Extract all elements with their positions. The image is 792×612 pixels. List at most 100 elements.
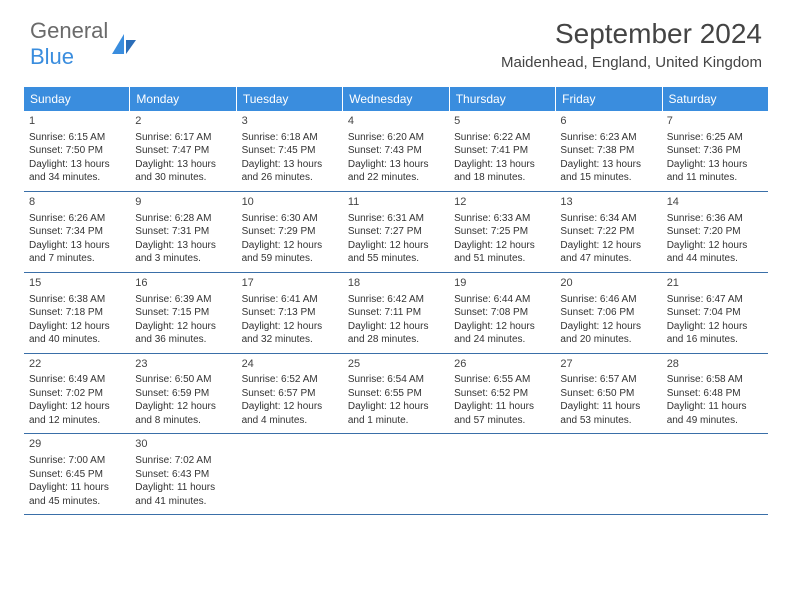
- sunset-line: Sunset: 7:31 PM: [135, 225, 231, 239]
- sunrise-line: Sunrise: 6:36 AM: [667, 212, 763, 226]
- calendar-day: 28Sunrise: 6:58 AMSunset: 6:48 PMDayligh…: [662, 354, 768, 434]
- calendar-day: 9Sunrise: 6:28 AMSunset: 7:31 PMDaylight…: [130, 192, 236, 272]
- sunrise-line: Sunrise: 6:33 AM: [454, 212, 550, 226]
- calendar-week: 8Sunrise: 6:26 AMSunset: 7:34 PMDaylight…: [24, 192, 768, 273]
- daylight-line: Daylight: 12 hours and 55 minutes.: [348, 239, 444, 266]
- sunrise-line: Sunrise: 6:26 AM: [29, 212, 125, 226]
- day-number: 19: [454, 276, 550, 291]
- daylight-line: Daylight: 13 hours and 30 minutes.: [135, 158, 231, 185]
- sunset-line: Sunset: 7:13 PM: [242, 306, 338, 320]
- sunrise-line: Sunrise: 6:54 AM: [348, 373, 444, 387]
- sunset-line: Sunset: 6:57 PM: [242, 387, 338, 401]
- sunrise-line: Sunrise: 6:44 AM: [454, 293, 550, 307]
- sunset-line: Sunset: 6:48 PM: [667, 387, 763, 401]
- sunrise-line: Sunrise: 6:52 AM: [242, 373, 338, 387]
- day-number: 28: [667, 357, 763, 372]
- calendar-day: 29Sunrise: 7:00 AMSunset: 6:45 PMDayligh…: [24, 434, 130, 514]
- day-number: 27: [560, 357, 656, 372]
- day-number: 18: [348, 276, 444, 291]
- sunrise-line: Sunrise: 6:25 AM: [667, 131, 763, 145]
- calendar: SundayMondayTuesdayWednesdayThursdayFrid…: [24, 87, 768, 515]
- day-number: 26: [454, 357, 550, 372]
- daylight-line: Daylight: 11 hours and 45 minutes.: [29, 481, 125, 508]
- calendar-day: 2Sunrise: 6:17 AMSunset: 7:47 PMDaylight…: [130, 111, 236, 191]
- sunset-line: Sunset: 7:29 PM: [242, 225, 338, 239]
- calendar-day: 5 Sunrise: 6:22 AMSunset: 7:41 PMDaylight…: [449, 111, 555, 191]
- day-number: 4: [348, 114, 444, 129]
- day-header: Saturday: [663, 87, 768, 111]
- sunset-line: Sunset: 7:38 PM: [560, 144, 656, 158]
- calendar-day-empty: [555, 434, 661, 514]
- day-header: Tuesday: [237, 87, 343, 111]
- day-number: 22: [29, 357, 125, 372]
- brand-main: General: [30, 18, 108, 43]
- weeks-container: 1Sunrise: 6:15 AMSunset: 7:50 PMDaylight…: [24, 111, 768, 515]
- calendar-day: 12 Sunrise: 6:33 AMSunset: 7:25 PMDayligh…: [449, 192, 555, 272]
- daylight-line: Daylight: 12 hours and 20 minutes.: [560, 320, 656, 347]
- calendar-day: 13Sunrise: 6:34 AMSunset: 7:22 PMDayligh…: [555, 192, 661, 272]
- daylight-line: Daylight: 13 hours and 22 minutes.: [348, 158, 444, 185]
- day-number: 8: [29, 195, 125, 210]
- daylight-line: Daylight: 12 hours and 28 minutes.: [348, 320, 444, 347]
- day-number: 23: [135, 357, 231, 372]
- sunrise-line: Sunrise: 6:57 AM: [560, 373, 656, 387]
- sunrise-line: Sunrise: 6:39 AM: [135, 293, 231, 307]
- day-number: 15: [29, 276, 125, 291]
- sunset-line: Sunset: 7:25 PM: [454, 225, 550, 239]
- sunrise-line: Sunrise: 6:58 AM: [667, 373, 763, 387]
- sunset-line: Sunset: 6:52 PM: [454, 387, 550, 401]
- calendar-day: 15 Sunrise: 6:38 AMSunset: 7:18 PMDayligh…: [24, 273, 130, 353]
- sunset-line: Sunset: 7:18 PM: [29, 306, 125, 320]
- sunrise-line: Sunrise: 6:50 AM: [135, 373, 231, 387]
- sunset-line: Sunset: 6:45 PM: [29, 468, 125, 482]
- sunrise-line: Sunrise: 7:00 AM: [29, 454, 125, 468]
- sunrise-line: Sunrise: 6:38 AM: [29, 293, 125, 307]
- sunrise-line: Sunrise: 6:49 AM: [29, 373, 125, 387]
- daylight-line: Daylight: 12 hours and 1 minute.: [348, 400, 444, 427]
- daylight-line: Daylight: 11 hours and 41 minutes.: [135, 481, 231, 508]
- sunset-line: Sunset: 7:41 PM: [454, 144, 550, 158]
- sunset-line: Sunset: 7:06 PM: [560, 306, 656, 320]
- calendar-day: 20Sunrise: 6:46 AMSunset: 7:06 PMDayligh…: [555, 273, 661, 353]
- day-number: 1: [29, 114, 125, 129]
- calendar-day: 27Sunrise: 6:57 AMSunset: 6:50 PMDayligh…: [555, 354, 661, 434]
- calendar-day-empty: [237, 434, 343, 514]
- sunset-line: Sunset: 7:08 PM: [454, 306, 550, 320]
- day-header: Monday: [130, 87, 236, 111]
- logo: General Blue: [30, 18, 138, 70]
- day-header: Friday: [556, 87, 662, 111]
- day-number: 16: [135, 276, 231, 291]
- day-number: 12: [454, 195, 550, 210]
- day-header-row: SundayMondayTuesdayWednesdayThursdayFrid…: [24, 87, 768, 111]
- sunrise-line: Sunrise: 6:46 AM: [560, 293, 656, 307]
- calendar-week: 22Sunrise: 6:49 AMSunset: 7:02 PMDayligh…: [24, 354, 768, 435]
- daylight-line: Daylight: 12 hours and 51 minutes.: [454, 239, 550, 266]
- day-number: 7: [667, 114, 763, 129]
- daylight-line: Daylight: 13 hours and 18 minutes.: [454, 158, 550, 185]
- calendar-day: 7Sunrise: 6:25 AMSunset: 7:36 PMDaylight…: [662, 111, 768, 191]
- sunset-line: Sunset: 7:27 PM: [348, 225, 444, 239]
- daylight-line: Daylight: 12 hours and 36 minutes.: [135, 320, 231, 347]
- sunset-line: Sunset: 7:22 PM: [560, 225, 656, 239]
- day-number: 3: [242, 114, 338, 129]
- daylight-line: Daylight: 12 hours and 8 minutes.: [135, 400, 231, 427]
- daylight-line: Daylight: 11 hours and 49 minutes.: [667, 400, 763, 427]
- day-number: 13: [560, 195, 656, 210]
- calendar-day: 18Sunrise: 6:42 AMSunset: 7:11 PMDayligh…: [343, 273, 449, 353]
- calendar-day-empty: [343, 434, 449, 514]
- header: General Blue September 2024 Maidenhead, …: [0, 0, 792, 79]
- calendar-week: 15Sunrise: 6:38 AMSunset: 7:18 PMDayligh…: [24, 273, 768, 354]
- daylight-line: Daylight: 13 hours and 15 minutes.: [560, 158, 656, 185]
- sunset-line: Sunset: 7:04 PM: [667, 306, 763, 320]
- sunset-line: Sunset: 6:55 PM: [348, 387, 444, 401]
- sunrise-line: Sunrise: 6:22 AM: [454, 131, 550, 145]
- sunset-line: Sunset: 7:36 PM: [667, 144, 763, 158]
- calendar-day: 24Sunrise: 6:52 AMSunset: 6:57 PMDayligh…: [237, 354, 343, 434]
- daylight-line: Daylight: 12 hours and 59 minutes.: [242, 239, 338, 266]
- daylight-line: Daylight: 12 hours and 40 minutes.: [29, 320, 125, 347]
- day-header: Wednesday: [343, 87, 449, 111]
- daylight-line: Daylight: 12 hours and 32 minutes.: [242, 320, 338, 347]
- daylight-line: Daylight: 13 hours and 34 minutes.: [29, 158, 125, 185]
- sunrise-line: Sunrise: 6:28 AM: [135, 212, 231, 226]
- day-number: 5: [454, 114, 550, 129]
